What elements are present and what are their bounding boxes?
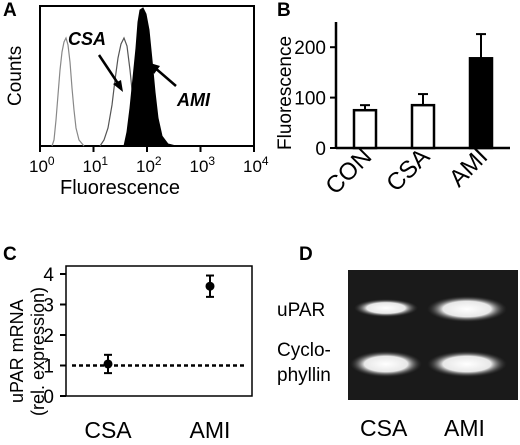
panel-b-ytick-label-0: 200 <box>294 38 326 59</box>
panel-b-ytick-label-1: 100 <box>294 89 326 110</box>
panel-d-upar-band-ami <box>427 296 507 322</box>
panel-a-xlabel: Fluorescence <box>60 177 180 199</box>
panel-d: D uPAR Cyclo- phyllin CSA AMI <box>262 238 520 445</box>
panel-b-bar-chart: 200 100 0 CON CSA AMI <box>294 22 510 200</box>
panel-d-lane-ami: AMI <box>444 415 485 441</box>
panel-c-ytick-label-2: 2 <box>43 326 54 347</box>
panel-c-ytick-label-0: 4 <box>43 265 54 286</box>
panel-b-bar-csa <box>410 103 436 150</box>
panel-d-letter: D <box>299 244 313 265</box>
panel-a-annotation-ami: AMI <box>176 90 211 110</box>
panel-a-xtick-label-2: 102 <box>136 154 162 176</box>
panel-c-point-ami <box>205 281 215 291</box>
panel-c-point-csa <box>103 359 113 369</box>
panel-a-xtick-marks <box>39 146 255 152</box>
panel-a-xtick-label-3: 103 <box>190 154 216 176</box>
panel-d-label-upar: uPAR <box>277 300 325 321</box>
panel-d-gel-background <box>348 270 518 400</box>
panel-a-ami-curve <box>123 7 177 147</box>
panel-a-ami-arrow <box>153 66 177 87</box>
panel-d-upar-band-csa <box>354 299 418 317</box>
panel-a-control-curve <box>51 36 85 147</box>
panel-a-ami-arrowhead <box>150 63 160 74</box>
panel-c-y-axis: 4 3 2 1 0 <box>43 265 253 408</box>
panel-b-category-csa: CSA <box>381 143 435 197</box>
panel-c-letter: C <box>3 244 17 265</box>
panel-d-label-phyllin: phyllin <box>277 365 331 386</box>
panel-d-cyclophyllin-band-ami <box>427 351 507 377</box>
panel-c-ytick-label-3: 1 <box>43 357 54 378</box>
panel-a: A Counts CSA AMI 100 101 102 103 104 Fluores… <box>0 0 269 210</box>
panel-c-points <box>72 274 246 375</box>
panel-d-lane-csa: CSA <box>360 415 408 441</box>
panel-b-category-labels: CON CSA AMI <box>320 143 493 200</box>
panel-a-histogram: CSA AMI 100 101 102 103 104 Fluorescence <box>29 5 269 199</box>
panel-c-ytick-label-1: 3 <box>43 296 54 317</box>
panel-d-gel: uPAR Cyclo- phyllin CSA AMI <box>277 270 518 441</box>
panel-d-label-cyclo: Cyclo- <box>277 340 331 361</box>
panel-b-letter: B <box>277 0 291 21</box>
panel-a-letter: A <box>3 0 17 21</box>
panel-a-xtick-label-0: 100 <box>29 154 55 176</box>
panel-a-annotation-csa: CSA <box>68 29 106 49</box>
panel-b: B Fluorescence 200 100 0 CON CSA AMI <box>262 0 520 230</box>
panel-c-ytick-label-4: 0 <box>43 387 54 408</box>
panel-d-cyclophyllin-band-csa <box>350 351 422 377</box>
panel-b-category-con: CON <box>320 143 377 200</box>
panel-b-bar-ami <box>468 57 494 150</box>
panel-c-category-labels: CSA AMI <box>84 417 230 443</box>
panel-b-bar-con <box>352 108 378 150</box>
panel-a-xtick-label-4: 104 <box>243 154 269 176</box>
panel-c-category-ami: AMI <box>190 417 231 443</box>
panel-a-csa-arrowhead <box>113 80 123 92</box>
panel-b-ytick-label-2: 0 <box>315 139 326 160</box>
panel-a-xtick-labels: 100 101 102 103 104 <box>29 154 269 176</box>
panel-b-category-ami: AMI <box>444 143 493 192</box>
panel-c-plot-frame <box>65 265 253 397</box>
panel-c-scatter-chart: 4 3 2 1 0 CSA AMI <box>43 265 253 443</box>
panel-a-xtick-label-1: 101 <box>83 154 109 176</box>
panel-b-bars <box>352 33 494 150</box>
panel-c-category-csa: CSA <box>84 417 132 443</box>
